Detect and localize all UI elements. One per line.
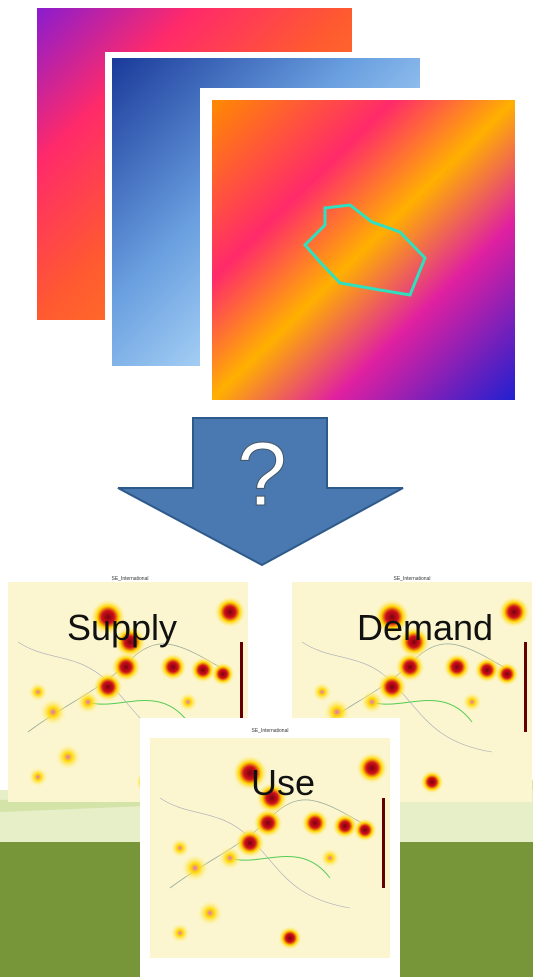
panel-label: Supply — [67, 607, 177, 648]
panel-title: SE_International — [394, 576, 431, 582]
panel-title: SE_International — [112, 576, 149, 582]
map-3 — [212, 100, 515, 400]
boundary — [302, 203, 427, 297]
panel-label: Use — [251, 762, 315, 803]
arrow — [117, 417, 404, 567]
panel-title: SE_International — [252, 728, 289, 734]
arrow-label: ? — [237, 425, 287, 525]
panel-label: Demand — [357, 607, 493, 648]
